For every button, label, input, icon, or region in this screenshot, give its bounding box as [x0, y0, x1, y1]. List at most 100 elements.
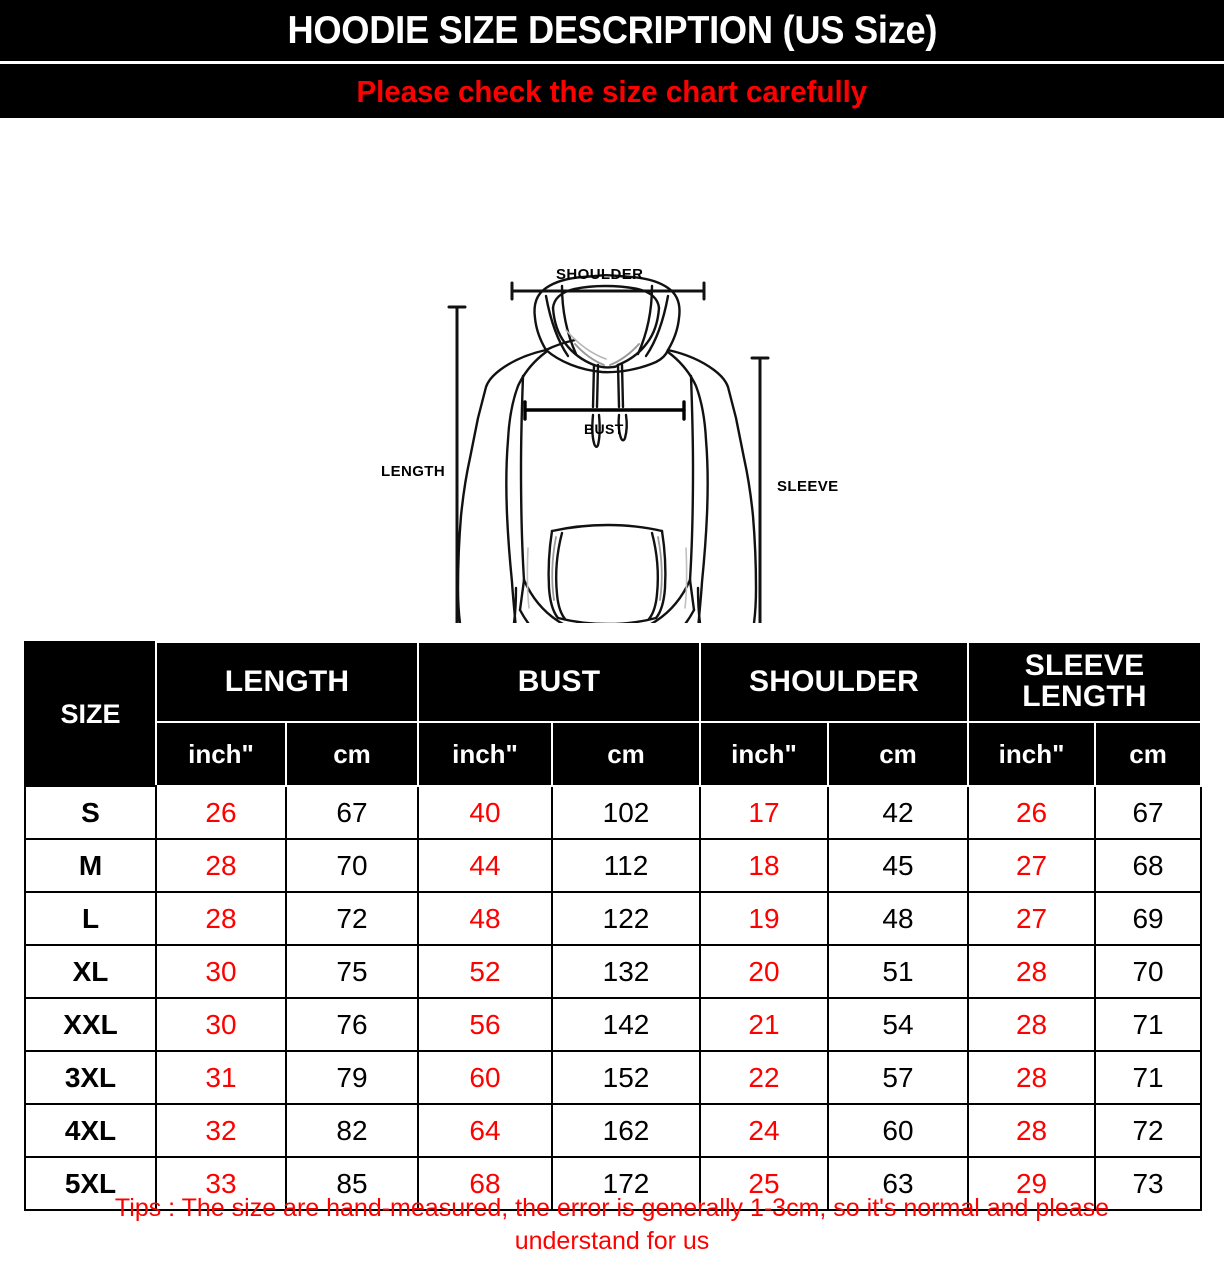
- cell-length-inch: 30: [155, 944, 287, 999]
- cell-size: M: [24, 838, 157, 893]
- column-header-size: SIZE: [24, 641, 157, 787]
- column-group-header-shoulder: SHOULDER: [698, 641, 970, 723]
- cell-shoulder-cm: 63: [826, 1156, 970, 1211]
- cell-sleeve-inch: 26: [967, 785, 1097, 840]
- cell-length-cm: 72: [285, 891, 419, 946]
- sleeve-dimension-line: [750, 356, 770, 623]
- size-chart-table: SIZE LENGTH BUST SHOULDER SLEEVE LENGTH …: [24, 641, 1203, 1211]
- cell-sleeve-cm: 73: [1094, 1156, 1203, 1211]
- page-subtitle: Please check the size chart carefully: [356, 73, 868, 109]
- cell-bust-inch: 60: [417, 1050, 553, 1105]
- cell-size: S: [24, 785, 157, 840]
- table-row: 5XL 33 85 68 172 25 63 29 73: [24, 1156, 1203, 1211]
- table-row: 4XL 32 82 64 162 24 60 28 72: [24, 1103, 1203, 1158]
- cell-length-inch: 28: [155, 891, 287, 946]
- cell-shoulder-inch: 20: [699, 944, 829, 999]
- unit-header-length-inch: inch": [155, 721, 287, 787]
- cell-sleeve-inch: 28: [967, 1103, 1097, 1158]
- unit-header-shoulder-inch: inch": [699, 721, 829, 787]
- table-row: M 28 70 44 112 18 45 27 68: [24, 838, 1203, 893]
- cell-shoulder-cm: 48: [826, 891, 970, 946]
- unit-header-bust-cm: cm: [551, 721, 701, 787]
- cell-length-cm: 76: [285, 997, 419, 1052]
- cell-bust-cm: 132: [551, 944, 701, 999]
- cell-sleeve-inch: 28: [967, 944, 1097, 999]
- cell-shoulder-cm: 54: [826, 997, 970, 1052]
- cell-size: 3XL: [24, 1050, 157, 1105]
- cell-length-cm: 79: [285, 1050, 419, 1105]
- cell-sleeve-inch: 27: [967, 891, 1097, 946]
- cell-length-inch: 28: [155, 838, 287, 893]
- cell-bust-inch: 52: [417, 944, 553, 999]
- cell-sleeve-cm: 67: [1094, 785, 1203, 840]
- cell-sleeve-inch: 29: [967, 1156, 1097, 1211]
- cell-shoulder-inch: 25: [699, 1156, 829, 1211]
- column-group-header-length: LENGTH: [155, 641, 419, 723]
- table-row: XL 30 75 52 132 20 51 28 70: [24, 944, 1203, 999]
- cell-bust-cm: 172: [551, 1156, 701, 1211]
- cell-bust-inch: 40: [417, 785, 553, 840]
- cell-size: 5XL: [24, 1156, 157, 1211]
- sleeve-label: SLEEVE: [777, 478, 839, 495]
- cell-bust-cm: 122: [551, 891, 701, 946]
- table-row: XXL 30 76 56 142 21 54 28 71: [24, 997, 1203, 1052]
- drawstrings: [591, 363, 628, 448]
- unit-header-length-cm: cm: [285, 721, 419, 787]
- cell-length-cm: 85: [285, 1156, 419, 1211]
- cell-bust-cm: 112: [551, 838, 701, 893]
- table-group-header-row: SIZE LENGTH BUST SHOULDER SLEEVE LENGTH: [24, 641, 1203, 787]
- cell-length-inch: 33: [155, 1156, 287, 1211]
- cell-shoulder-cm: 45: [826, 838, 970, 893]
- cell-sleeve-cm: 70: [1094, 944, 1203, 999]
- cell-sleeve-inch: 28: [967, 997, 1097, 1052]
- cell-shoulder-inch: 21: [699, 997, 829, 1052]
- cell-bust-cm: 152: [551, 1050, 701, 1105]
- cell-shoulder-inch: 18: [699, 838, 829, 893]
- cell-length-inch: 30: [155, 997, 287, 1052]
- length-label: LENGTH: [381, 463, 446, 480]
- size-chart-table-container: SIZE LENGTH BUST SHOULDER SLEEVE LENGTH …: [24, 641, 1203, 1211]
- cell-bust-cm: 162: [551, 1103, 701, 1158]
- column-group-header-bust: BUST: [417, 641, 701, 723]
- kangaroo-pocket: [547, 523, 667, 623]
- cell-sleeve-cm: 71: [1094, 1050, 1203, 1105]
- cell-shoulder-cm: 51: [826, 944, 970, 999]
- cell-sleeve-cm: 68: [1094, 838, 1203, 893]
- hoodie-illustration-svg: [447, 274, 770, 623]
- title-banner: HOODIE SIZE DESCRIPTION (US Size): [0, 0, 1224, 61]
- cell-length-inch: 26: [155, 785, 287, 840]
- tips-note: Tips : The size are hand-measured, the e…: [114, 1194, 1110, 1256]
- cell-bust-inch: 48: [417, 891, 553, 946]
- cell-length-cm: 75: [285, 944, 419, 999]
- unit-header-bust-inch: inch": [417, 721, 553, 787]
- cell-length-inch: 32: [155, 1103, 287, 1158]
- cell-shoulder-cm: 42: [826, 785, 970, 840]
- cell-bust-inch: 56: [417, 997, 553, 1052]
- page-title: HOODIE SIZE DESCRIPTION (US Size): [287, 9, 937, 52]
- cell-sleeve-cm: 71: [1094, 997, 1203, 1052]
- cell-shoulder-inch: 19: [699, 891, 829, 946]
- bust-label: BUST: [584, 421, 624, 437]
- table-row: 3XL 31 79 60 152 22 57 28 71: [24, 1050, 1203, 1105]
- cell-shoulder-cm: 60: [826, 1103, 970, 1158]
- cell-size: L: [24, 891, 157, 946]
- cell-length-cm: 67: [285, 785, 419, 840]
- cell-length-cm: 82: [285, 1103, 419, 1158]
- cell-size: XL: [24, 944, 157, 999]
- cell-sleeve-inch: 27: [967, 838, 1097, 893]
- cell-length-cm: 70: [285, 838, 419, 893]
- column-group-header-sleeve-length: SLEEVE LENGTH: [967, 641, 1203, 723]
- cell-sleeve-inch: 28: [967, 1050, 1097, 1105]
- cell-shoulder-cm: 57: [826, 1050, 970, 1105]
- table-row: L 28 72 48 122 19 48 27 69: [24, 891, 1203, 946]
- cell-size: 4XL: [24, 1103, 157, 1158]
- cell-bust-cm: 102: [551, 785, 701, 840]
- bust-dimension-line: [523, 400, 686, 421]
- cell-length-inch: 31: [155, 1050, 287, 1105]
- cell-bust-inch: 64: [417, 1103, 553, 1158]
- cell-bust-inch: 68: [417, 1156, 553, 1211]
- table-unit-header-row: inch" cm inch" cm inch" cm inch" cm: [25, 721, 1203, 787]
- shoulder-label: SHOULDER: [556, 266, 644, 283]
- unit-header-sleeve-cm: cm: [1094, 721, 1203, 787]
- cell-shoulder-inch: 22: [699, 1050, 829, 1105]
